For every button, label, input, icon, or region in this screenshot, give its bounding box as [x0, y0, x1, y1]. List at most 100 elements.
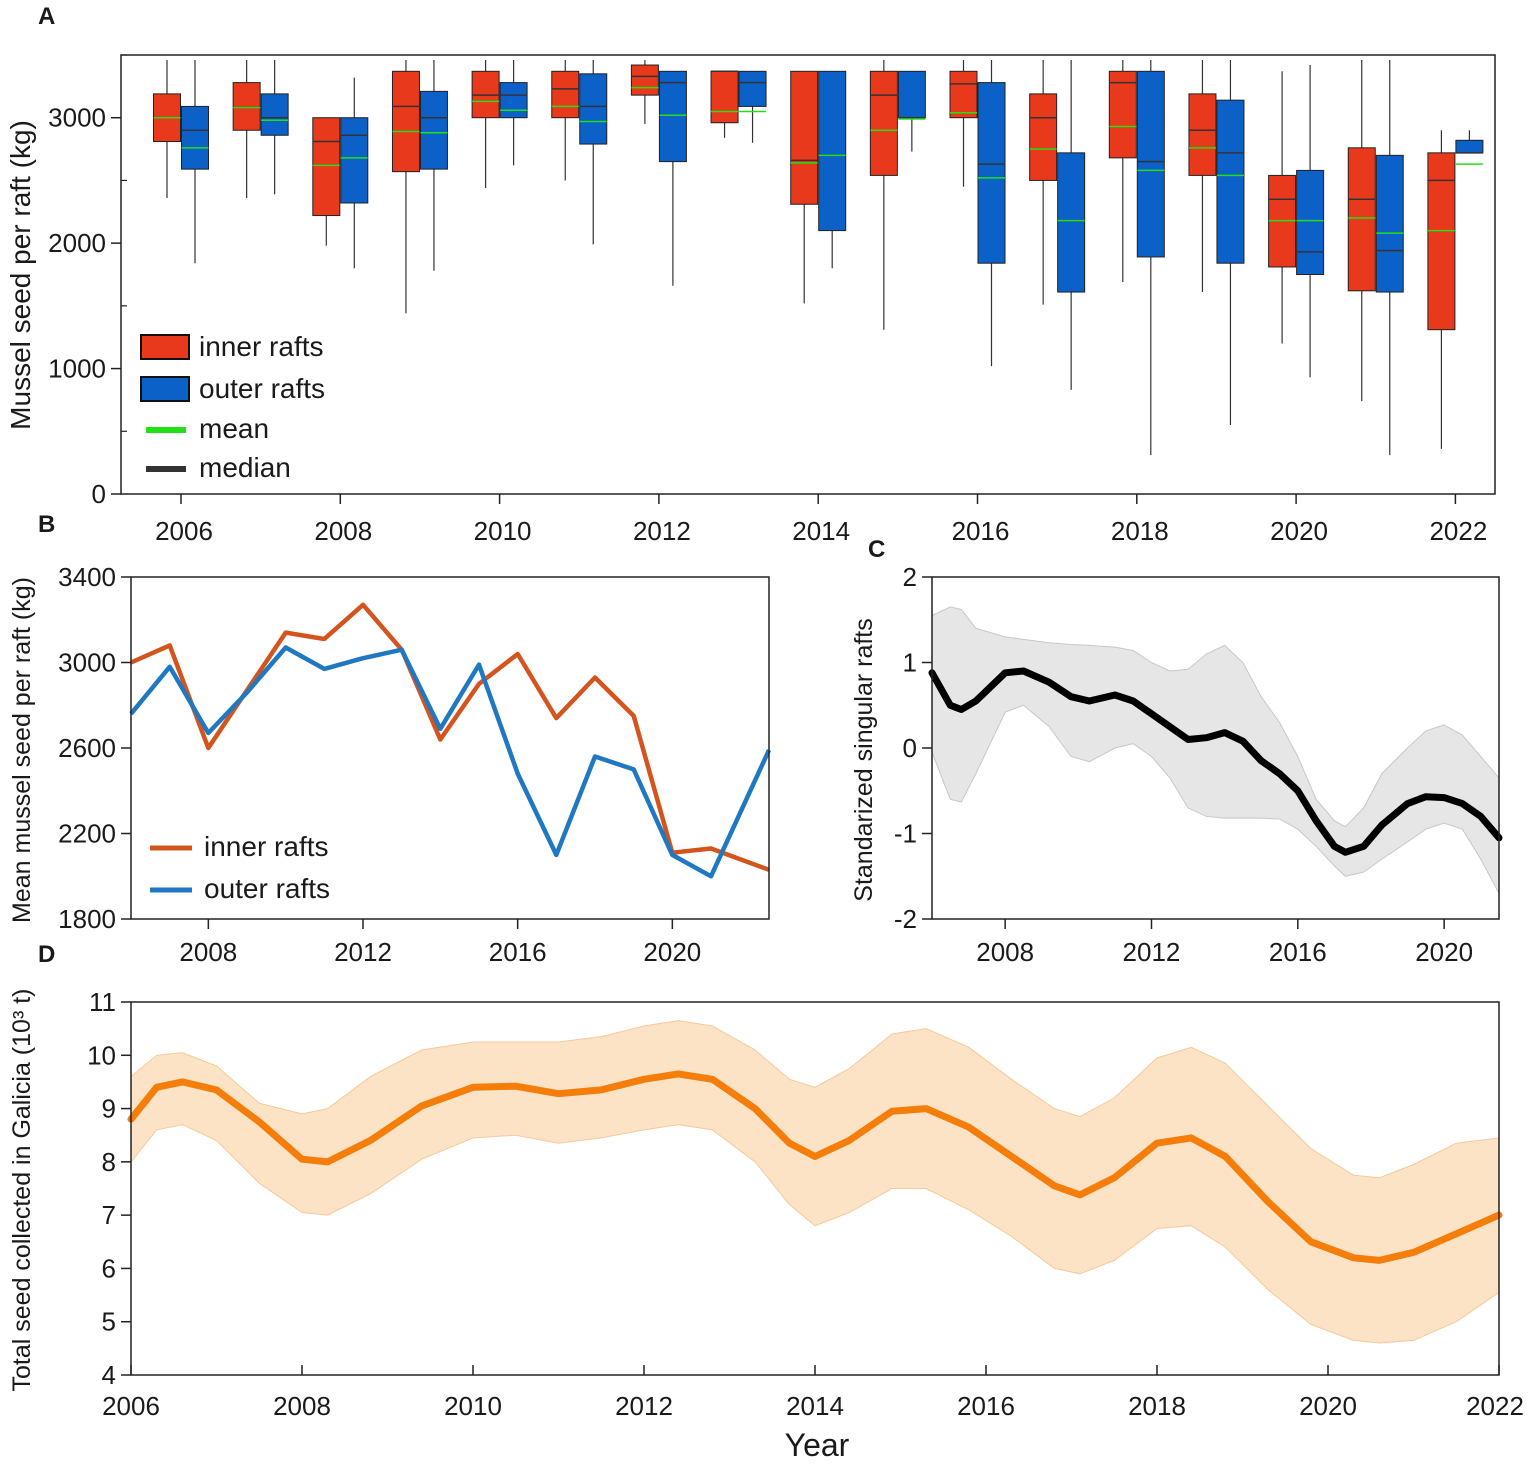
panel-a-xtick-label: 2010 — [474, 516, 532, 546]
box-body — [977, 82, 1006, 264]
panel-d-ytick-label: 11 — [89, 987, 116, 1017]
panel-d-ytick-label: 4 — [102, 1360, 116, 1390]
panel-a-ylabel: Mussel seed per raft (kg) — [5, 120, 36, 430]
panel-c-ytick-label: 1 — [903, 648, 917, 678]
series-line-inner — [130, 602, 770, 872]
legend-outer-swatch — [140, 376, 190, 402]
box-body — [232, 82, 261, 131]
legend-b-inner-label: inner rafts — [204, 831, 329, 862]
panel-d-plot — [127, 1020, 1503, 1344]
box-body — [312, 117, 341, 217]
panel-c-ytick-label: 2 — [903, 562, 917, 592]
panel-b-yticks: 1800 2200 2600 3000 3400 — [58, 562, 131, 934]
box-body — [869, 70, 898, 176]
panel-b-xtick-label: 2020 — [643, 937, 701, 967]
panel-a-yticks: 0 1000 2000 3000 — [48, 54, 127, 509]
panel-d-ytick-label: 8 — [102, 1147, 116, 1177]
box-body — [1029, 93, 1058, 181]
panel-b-ylabel: Mean mussel seed per raft (kg) — [8, 577, 36, 923]
panel-c-yticks: -2 -1 0 1 2 — [894, 562, 932, 934]
panel-c-ytick-label: 0 — [903, 733, 917, 763]
panel-c-plot — [928, 606, 1503, 894]
panel-b-frame — [130, 576, 770, 920]
panel-c-xtick-label: 2012 — [1123, 937, 1181, 967]
panel-d-xtick-label: 2006 — [102, 1391, 160, 1421]
box-body — [818, 70, 847, 232]
panel-c-xtick-label: 2008 — [976, 937, 1034, 967]
box-body — [551, 70, 580, 119]
box-body — [630, 64, 659, 96]
panel-a-xtick-label: 2020 — [1270, 516, 1328, 546]
panel-b-ytick-label: 2600 — [58, 733, 116, 763]
panel-a-ytick-label: 0 — [92, 479, 106, 509]
panel-a-xtick-label: 2016 — [952, 516, 1010, 546]
box-body — [579, 73, 608, 145]
panel-d-xticks: 2006 2008 2010 2012 2014 2016 2018 2020 2022 — [102, 1365, 1524, 1421]
panel-a-xtick-label: 2008 — [314, 516, 372, 546]
trend-line — [928, 667, 1503, 856]
box-body — [790, 70, 819, 205]
panel-b-lines — [129, 602, 772, 879]
panel-d-ytick-label: 5 — [102, 1307, 116, 1337]
panel-b-xtick-label: 2012 — [334, 937, 392, 967]
confidence-band — [130, 1020, 1500, 1344]
box-body — [391, 70, 420, 173]
legend-mean-label: mean — [199, 413, 269, 444]
panel-a-xtick-label: 2012 — [633, 516, 691, 546]
panel-a-ytick-label: 3000 — [48, 103, 106, 133]
panel-d-ytick-label: 7 — [102, 1200, 116, 1230]
panel-b-xtick-label: 2008 — [179, 937, 237, 967]
panel-b-label: B — [38, 511, 55, 538]
panel-d-ylabel: Total seed collected in Galicia (10³ t) — [8, 989, 36, 1392]
panel-b-ytick-label: 3400 — [58, 562, 116, 592]
panel-d-yticks: 4 5 6 7 8 9 10 11 — [87, 987, 131, 1390]
box-body — [1296, 169, 1325, 275]
box-body — [1455, 139, 1484, 154]
box-body — [949, 70, 978, 119]
box-body — [1427, 152, 1456, 331]
box-body — [499, 82, 528, 119]
box-body — [260, 93, 289, 136]
panel-a-xtick-label: 2022 — [1429, 516, 1487, 546]
panel-a-ytick-label: 2000 — [48, 228, 106, 258]
panel-a-legend: inner rafts outer rafts mean median — [140, 331, 325, 483]
trend-line — [127, 1070, 1503, 1264]
box-body — [340, 117, 369, 204]
box-body — [897, 70, 926, 119]
box-body — [658, 70, 687, 163]
legend-outer-label: outer rafts — [199, 373, 325, 404]
panel-a-frame — [120, 54, 1496, 495]
panel-d-xlabel: Year — [785, 1427, 850, 1463]
legend-inner-swatch — [140, 334, 190, 360]
panel-c: C -2 -1 0 1 2 2008 2012 2016 2020 Standarized s… — [850, 536, 1503, 967]
panel-d-ytick-label: 9 — [102, 1094, 116, 1124]
panel-c-xticks: 2008 2012 2016 2020 — [976, 919, 1473, 967]
panel-d-xtick-label: 2008 — [273, 1391, 331, 1421]
panel-d: D 4 5 6 7 8 9 10 11 2006 2008 2010 2012 2014 2016 201… — [8, 941, 1524, 1463]
box-body — [419, 90, 448, 170]
legend-median-label: median — [199, 452, 291, 483]
box-body — [1216, 99, 1245, 264]
panel-b-xtick-label: 2016 — [489, 937, 547, 967]
panel-d-label: D — [38, 941, 55, 968]
panel-a-label: A — [38, 3, 55, 30]
panel-d-ytick-label: 10 — [87, 1040, 116, 1070]
panel-d-xtick-label: 2018 — [1128, 1391, 1186, 1421]
panel-c-label: C — [868, 536, 885, 563]
panel-a-ytick-label: 1000 — [48, 354, 106, 384]
panel-d-xtick-label: 2022 — [1466, 1391, 1524, 1421]
box-body — [738, 70, 767, 107]
box-body — [1347, 147, 1376, 292]
legend-b-outer-label: outer rafts — [204, 873, 330, 904]
panel-a: A 0 1000 2000 3000 2006 2008 2010 2012 2014 2016… — [5, 3, 1496, 546]
box-body — [181, 105, 209, 170]
box-body — [1136, 70, 1165, 258]
panel-d-xtick-label: 2020 — [1299, 1391, 1357, 1421]
panel-d-xtick-label: 2010 — [444, 1391, 502, 1421]
box-body — [1057, 152, 1086, 293]
panel-c-ytick-label: -1 — [894, 819, 917, 849]
panel-c-xtick-label: 2020 — [1415, 937, 1473, 967]
panel-c-xtick-label: 2016 — [1269, 937, 1327, 967]
